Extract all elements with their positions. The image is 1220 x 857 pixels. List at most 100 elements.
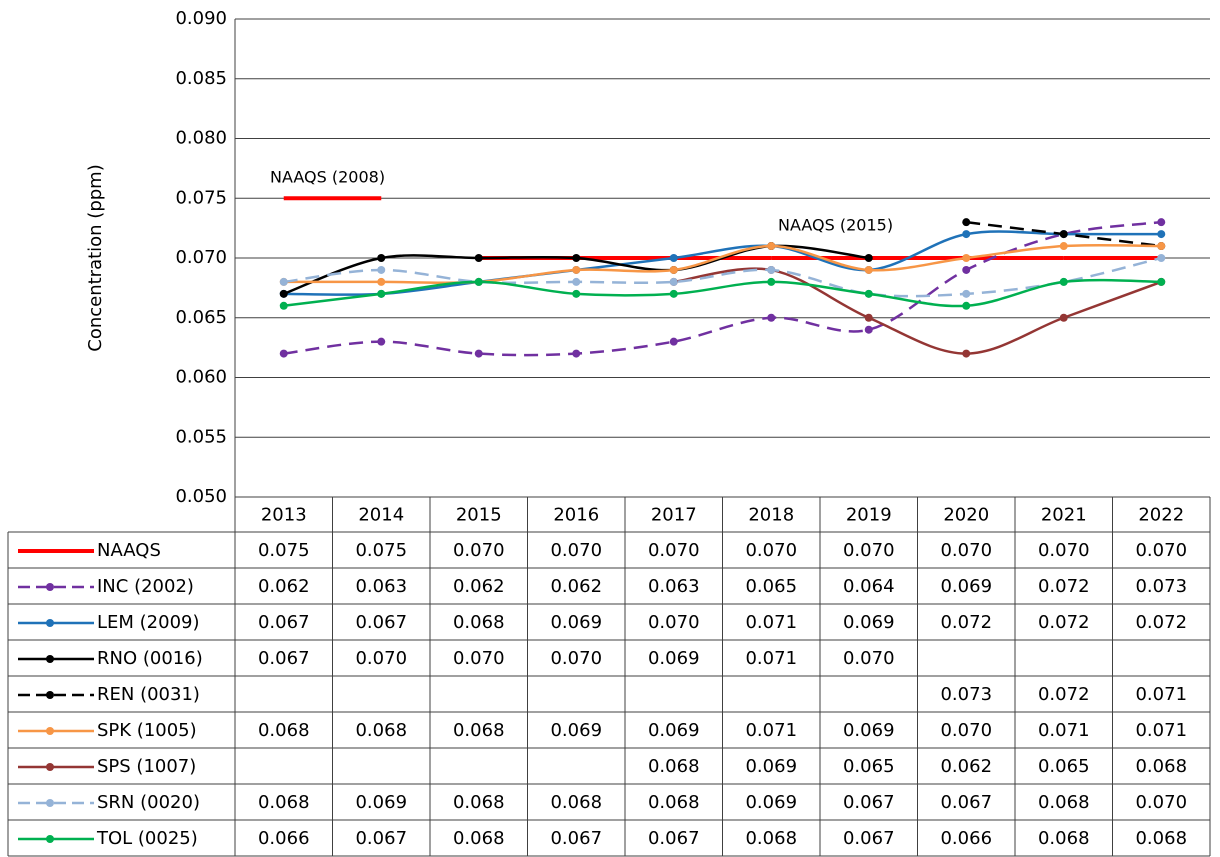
table-value: 0.068	[453, 792, 505, 813]
legend-label: REN (0031)	[97, 684, 200, 705]
table-value: 0.068	[453, 612, 505, 633]
table-value: 0.070	[843, 648, 895, 669]
legend-marker	[46, 835, 54, 843]
data-point	[377, 277, 386, 286]
table-value: 0.064	[843, 576, 895, 597]
table-value: 0.067	[843, 792, 895, 813]
table-value: 0.071	[1135, 720, 1187, 741]
x-tick-label: 2020	[943, 505, 989, 526]
table-value: 0.065	[843, 756, 895, 777]
table-value: 0.065	[1038, 756, 1090, 777]
legend-marker	[46, 727, 54, 735]
data-point	[767, 242, 776, 251]
data-point	[1059, 242, 1068, 251]
table-value: 0.070	[1135, 540, 1187, 561]
legend-label: NAAQS	[97, 540, 161, 561]
data-point	[1059, 277, 1068, 286]
data-point	[279, 349, 288, 358]
data-point	[962, 289, 971, 298]
table-value: 0.072	[1038, 576, 1090, 597]
table-value: 0.068	[648, 792, 700, 813]
data-point	[669, 254, 678, 262]
y-tick-label: 0.070	[175, 247, 227, 268]
data-point	[1157, 254, 1166, 262]
legend-label: LEM (2009)	[97, 612, 200, 633]
table-value: 0.073	[940, 684, 992, 705]
series-line	[283, 220, 1162, 357]
table-value: 0.069	[843, 612, 895, 633]
table-value: 0.068	[355, 720, 407, 741]
data-point	[767, 313, 776, 322]
legend-label: RNO (0016)	[97, 648, 203, 669]
data-point	[864, 265, 873, 274]
table-value: 0.068	[453, 828, 505, 849]
legend-marker	[46, 583, 54, 591]
table-value: 0.067	[258, 648, 310, 669]
table-value: 0.067	[355, 828, 407, 849]
table-value: 0.075	[355, 540, 407, 561]
data-point	[279, 289, 288, 298]
table-value: 0.062	[453, 576, 505, 597]
table-value: 0.070	[1135, 792, 1187, 813]
table-value: 0.068	[258, 792, 310, 813]
data-point	[377, 289, 386, 298]
legend-marker	[46, 655, 54, 663]
table-value: 0.073	[1135, 576, 1187, 597]
table-value: 0.068	[453, 720, 505, 741]
table-value: 0.069	[550, 612, 602, 633]
table-value: 0.070	[550, 540, 602, 561]
data-point	[279, 301, 288, 310]
y-tick-label: 0.050	[175, 486, 227, 507]
x-tick-label: 2018	[748, 505, 794, 526]
data-point	[669, 337, 678, 346]
data-point	[1157, 230, 1166, 239]
table-value: 0.071	[745, 720, 797, 741]
annotation: NAAQS (2015)	[778, 216, 893, 235]
legend-label: SRN (0020)	[97, 792, 200, 813]
x-tick-label: 2022	[1138, 505, 1184, 526]
table-value: 0.068	[550, 792, 602, 813]
x-tick-label: 2017	[651, 505, 697, 526]
table-value: 0.069	[355, 792, 407, 813]
y-tick-label: 0.065	[175, 307, 227, 328]
legend-label: INC (2002)	[97, 576, 194, 597]
table-value: 0.068	[745, 828, 797, 849]
data-point	[474, 277, 483, 286]
table-value: 0.068	[1135, 756, 1187, 777]
table-value: 0.067	[648, 828, 700, 849]
table-value: 0.072	[1135, 612, 1187, 633]
table-value: 0.066	[940, 828, 992, 849]
data-point	[377, 254, 386, 262]
table-value: 0.067	[550, 828, 602, 849]
series-line	[283, 243, 1162, 285]
table-value: 0.068	[258, 720, 310, 741]
data-point	[864, 254, 873, 262]
table-value: 0.065	[745, 576, 797, 597]
table-value: 0.067	[843, 828, 895, 849]
data-point	[669, 289, 678, 298]
table-value: 0.071	[745, 648, 797, 669]
legend-label: TOL (0025)	[96, 828, 198, 849]
y-tick-label: 0.085	[175, 68, 227, 89]
table-value: 0.062	[258, 576, 310, 597]
data-point	[1059, 313, 1068, 322]
x-tick-label: 2021	[1041, 505, 1087, 526]
table-value: 0.069	[843, 720, 895, 741]
series-line	[673, 267, 1162, 355]
data-point	[572, 289, 581, 298]
data-point	[767, 277, 776, 286]
series-line	[283, 278, 1162, 308]
table-value: 0.066	[258, 828, 310, 849]
table-value: 0.062	[550, 576, 602, 597]
data-point	[572, 265, 581, 274]
table-value: 0.069	[648, 720, 700, 741]
legend-label: SPS (1007)	[97, 756, 196, 777]
legend-marker	[46, 619, 54, 627]
legend-label: SPK (1005)	[97, 720, 197, 741]
data-point	[572, 254, 581, 262]
table-value: 0.070	[843, 540, 895, 561]
data-point	[962, 301, 971, 310]
annotation: NAAQS (2008)	[270, 168, 385, 187]
legend-marker	[46, 799, 54, 807]
table-value: 0.072	[1038, 684, 1090, 705]
